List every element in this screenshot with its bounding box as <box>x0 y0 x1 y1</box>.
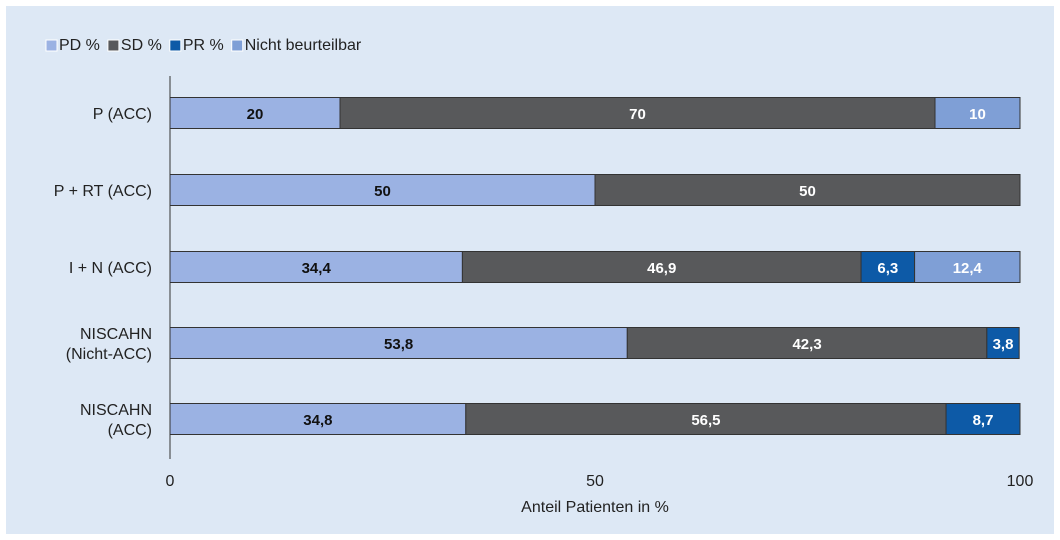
legend-swatch <box>107 39 120 52</box>
category-label: NISCAHN <box>80 326 152 343</box>
data-label: 56,5 <box>691 412 720 429</box>
legend-label: Nicht beurteilbar <box>245 37 362 54</box>
bar-segment <box>914 251 1021 283</box>
bar-segment <box>934 97 1021 129</box>
data-label: 6,3 <box>877 260 898 277</box>
data-label: 8,7 <box>973 412 994 429</box>
bar-segment <box>339 97 936 129</box>
bar-segment <box>169 97 341 129</box>
bar-segment <box>860 251 916 283</box>
x-tick-label: 100 <box>1007 473 1034 490</box>
data-label: 10 <box>969 106 986 123</box>
legend-swatch <box>169 39 182 52</box>
data-label: 34,4 <box>302 260 332 277</box>
bar-segment <box>169 403 467 435</box>
bar-segment <box>461 251 862 283</box>
bar-segment <box>169 327 628 359</box>
data-label: 20 <box>247 106 264 123</box>
data-label: 70 <box>629 106 646 123</box>
legend-swatch <box>45 39 58 52</box>
category-label: (ACC) <box>108 422 152 439</box>
legend-label: PD % <box>59 37 100 54</box>
legend-label: PR % <box>183 37 224 54</box>
category-label: P (ACC) <box>93 106 152 123</box>
legend-label: SD % <box>121 37 162 54</box>
x-tick-label: 50 <box>586 473 604 490</box>
data-label: 12,4 <box>953 260 983 277</box>
category-label: I + N (ACC) <box>69 260 152 277</box>
category-label: (Nicht-ACC) <box>66 346 152 363</box>
data-label: 53,8 <box>384 336 413 353</box>
x-axis-title: Anteil Patienten in % <box>521 499 669 516</box>
category-label: P + RT (ACC) <box>54 183 152 200</box>
bar-segment <box>945 403 1021 435</box>
data-label: 42,3 <box>792 336 821 353</box>
data-label: 3,8 <box>993 336 1014 353</box>
bar-segment <box>465 403 947 435</box>
data-label: 46,9 <box>647 260 676 277</box>
data-label: 50 <box>374 183 391 200</box>
bar-segment <box>986 327 1020 359</box>
data-label: 34,8 <box>303 412 332 429</box>
chart-panel: PD % SD % PR % Nicht beurteilbar 20 70 10 P (AC… <box>6 6 1054 534</box>
data-label: 50 <box>799 183 816 200</box>
x-tick-label: 0 <box>166 473 175 490</box>
category-label: NISCAHN <box>80 402 152 419</box>
stacked-bar-chart: PD % SD % PR % Nicht beurteilbar 20 70 10 P (AC… <box>45 37 1034 516</box>
legend-swatch <box>231 39 244 52</box>
bar-segment <box>594 174 1021 206</box>
